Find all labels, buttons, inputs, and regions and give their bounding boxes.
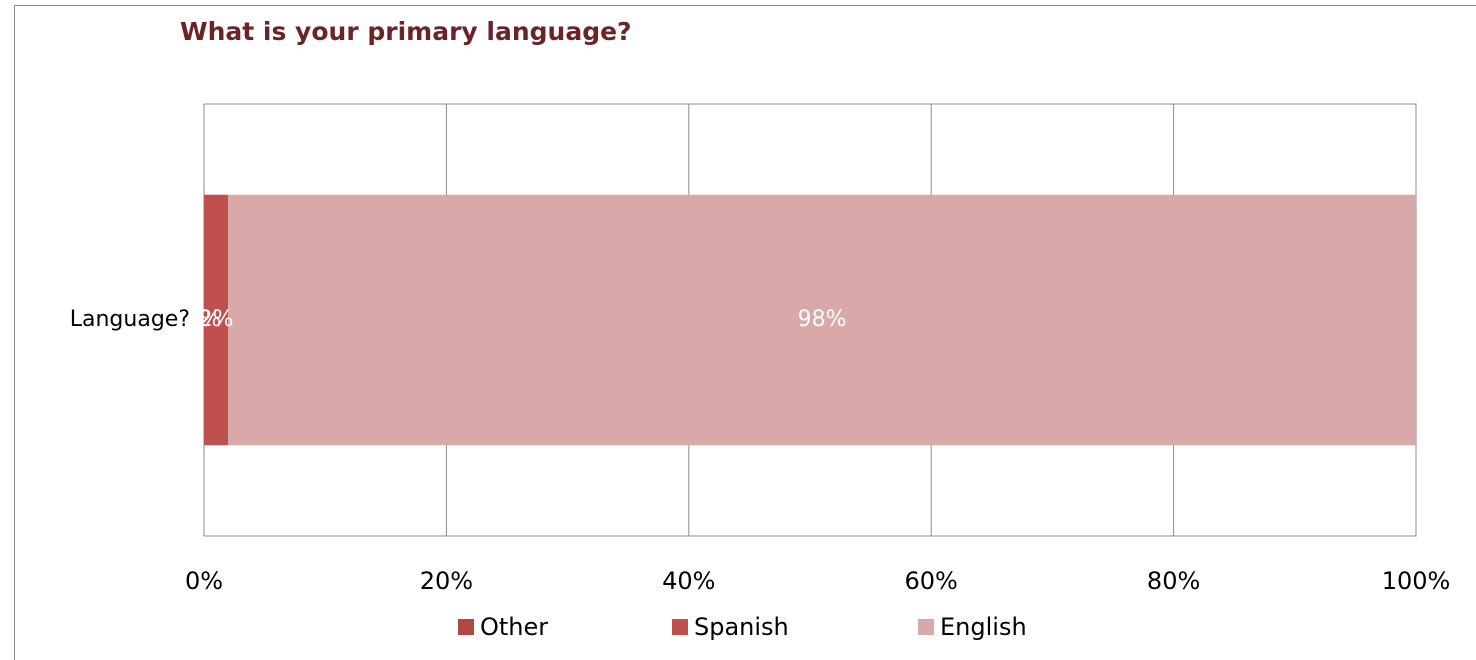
bar-segment bbox=[204, 194, 229, 446]
legend-swatch bbox=[918, 619, 934, 635]
legend-label: Other bbox=[480, 613, 548, 641]
chart-title: What is your primary language? bbox=[180, 17, 632, 46]
legend-swatch bbox=[672, 619, 688, 635]
x-tick-label: 0% bbox=[185, 567, 223, 595]
legend-label: Spanish bbox=[694, 613, 789, 641]
legend-swatch bbox=[458, 619, 474, 635]
y-tick-label: Language? bbox=[70, 307, 190, 332]
data-label: 2% bbox=[199, 307, 234, 332]
data-label: 0% bbox=[187, 307, 222, 332]
bar-segment bbox=[228, 194, 1417, 446]
x-tick-label: 40% bbox=[662, 567, 715, 595]
data-label: 98% bbox=[798, 307, 847, 332]
x-tick-label: 100% bbox=[1382, 567, 1451, 595]
x-tick-label: 80% bbox=[1147, 567, 1200, 595]
legend-label: English bbox=[940, 613, 1027, 641]
x-tick-label: 20% bbox=[420, 567, 473, 595]
x-tick-label: 60% bbox=[905, 567, 958, 595]
